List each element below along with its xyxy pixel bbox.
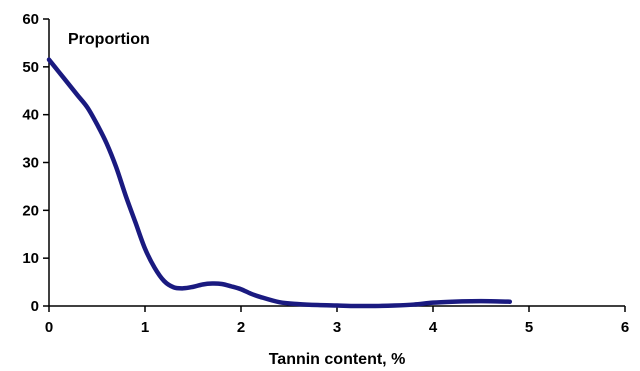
- y-ticks: 0 10 20 30 40 50 60: [22, 11, 49, 315]
- x-ticks: 0 1 2 3 4 5 6: [45, 306, 629, 336]
- y-tick-label: 30: [22, 155, 39, 172]
- y-tick-label: 60: [22, 11, 39, 28]
- x-tick-label: 2: [237, 319, 245, 336]
- y-axis-title: Proportion: [68, 31, 150, 48]
- axes: [48, 19, 625, 307]
- x-tick-label: 5: [525, 319, 533, 336]
- x-tick-label: 0: [45, 319, 53, 336]
- x-tick-label: 6: [621, 319, 629, 336]
- y-tick-label: 40: [22, 107, 39, 124]
- x-axis-title: Tannin content, %: [269, 351, 406, 368]
- x-tick-label: 4: [429, 319, 438, 336]
- x-tick-label: 3: [333, 319, 341, 336]
- series-line: [46, 57, 513, 309]
- y-tick-label: 20: [22, 202, 39, 219]
- y-tick-label: 10: [22, 250, 39, 267]
- x-tick-label: 1: [141, 319, 149, 336]
- y-tick-label: 0: [31, 298, 39, 315]
- y-tick-label: 50: [22, 59, 39, 76]
